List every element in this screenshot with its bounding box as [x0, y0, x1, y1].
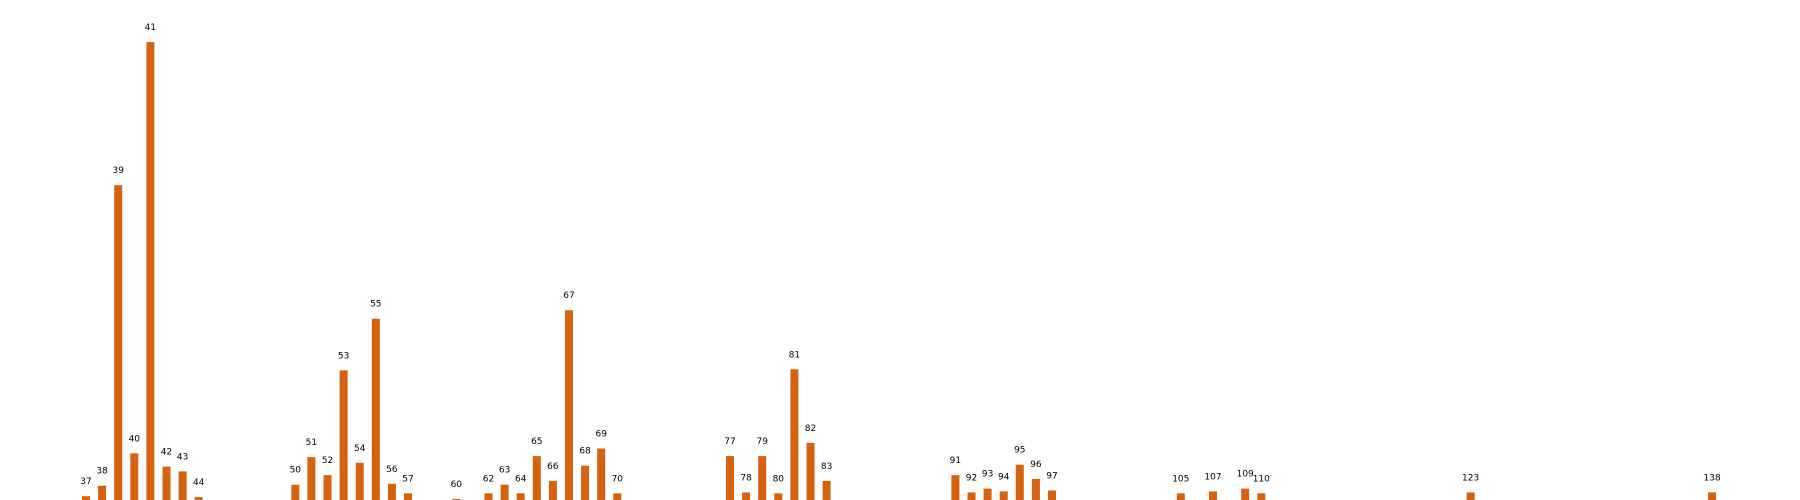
bar-label-83: 83 [821, 462, 832, 472]
bar-67 [565, 310, 573, 500]
bar-80 [774, 493, 783, 500]
bar-43 [178, 471, 187, 500]
bar-label-51: 51 [306, 438, 317, 448]
bar-65 [532, 456, 541, 500]
bar-label-79: 79 [756, 437, 768, 447]
bar-138 [1708, 492, 1717, 500]
bar-label-93: 93 [982, 470, 993, 480]
bar-62 [484, 493, 493, 500]
bar-68 [581, 465, 590, 500]
bar-label-43: 43 [177, 452, 188, 462]
bar-label-65: 65 [531, 437, 542, 447]
bar-54 [355, 462, 364, 500]
bar-label-78: 78 [740, 473, 752, 483]
bar-78 [742, 492, 751, 500]
bar-64 [516, 493, 525, 500]
bar-label-57: 57 [402, 474, 413, 484]
bar-123 [1466, 492, 1475, 500]
bar-label-94: 94 [998, 472, 1010, 482]
bar-label-70: 70 [612, 474, 624, 484]
bar-92 [967, 492, 976, 500]
bar-label-42: 42 [161, 448, 172, 458]
bar-81 [790, 369, 799, 500]
bar-label-92: 92 [966, 473, 977, 483]
bar-39 [114, 185, 123, 500]
bar-77 [726, 456, 734, 500]
bar-label-69: 69 [595, 430, 607, 440]
bars-group [82, 42, 1717, 500]
bar-label-41: 41 [145, 23, 156, 33]
bar-label-54: 54 [354, 444, 366, 454]
bar-label-68: 68 [579, 447, 591, 457]
bar-50 [291, 484, 300, 500]
bar-label-44: 44 [193, 478, 205, 488]
bar-label-80: 80 [773, 474, 785, 484]
bar-42 [162, 466, 171, 500]
bar-70 [613, 493, 622, 500]
bar-label-53: 53 [338, 351, 349, 361]
bar-label-95: 95 [1014, 446, 1025, 456]
bar-label-91: 91 [950, 456, 961, 466]
bar-69 [597, 448, 606, 500]
bar-105 [1176, 493, 1185, 500]
bar-label-52: 52 [322, 456, 333, 466]
bar-40 [130, 453, 139, 500]
bar-label-97: 97 [1046, 472, 1057, 482]
bar-56 [387, 483, 396, 500]
bar-55 [371, 318, 380, 500]
bar-38 [98, 485, 107, 500]
bar-label-40: 40 [129, 434, 141, 444]
bar-41 [146, 42, 155, 500]
bar-110 [1257, 493, 1266, 500]
bar-label-55: 55 [370, 300, 381, 310]
bar-107 [1209, 491, 1217, 500]
bar-label-77: 77 [724, 437, 735, 447]
bar-52 [323, 475, 332, 500]
bar-83 [822, 480, 831, 500]
bar-95 [1015, 464, 1024, 500]
bar-label-105: 105 [1172, 474, 1189, 484]
bar-label-56: 56 [386, 465, 398, 475]
bar-label-138: 138 [1704, 473, 1721, 483]
bar-label-39: 39 [112, 166, 124, 176]
bar-label-62: 62 [483, 474, 494, 484]
bar-label-64: 64 [515, 474, 527, 484]
bar-66 [548, 480, 557, 500]
bar-97 [1048, 490, 1056, 500]
bar-label-82: 82 [805, 424, 816, 434]
bar-44 [194, 497, 203, 500]
bar-label-38: 38 [96, 467, 108, 477]
bar-93 [983, 488, 992, 500]
bar-109 [1241, 488, 1250, 500]
bar-82 [806, 442, 815, 500]
bar-label-60: 60 [451, 480, 463, 490]
bar-label-109: 109 [1237, 470, 1254, 480]
bar-label-96: 96 [1030, 460, 1042, 470]
bar-label-63: 63 [499, 466, 510, 476]
bar-51 [307, 457, 316, 500]
bar-96 [1031, 479, 1040, 500]
bar-label-50: 50 [290, 466, 302, 476]
bar-label-67: 67 [563, 291, 574, 301]
bar-label-81: 81 [789, 350, 800, 360]
bar-label-123: 123 [1462, 473, 1479, 483]
bar-94 [999, 491, 1008, 500]
bar-label-107: 107 [1204, 472, 1221, 482]
bar-53 [339, 370, 348, 500]
bar-label-37: 37 [80, 477, 91, 487]
bar-57 [404, 493, 412, 500]
bar-91 [951, 475, 960, 500]
bar-labels-group: 37 38 39 40 41 42 43 44 50 51 52 53 54 55 56 57 60 62 63 64… [80, 23, 1721, 490]
bar-63 [500, 484, 509, 500]
bar-79 [758, 456, 767, 500]
bar-37 [82, 496, 90, 500]
bar-label-66: 66 [547, 462, 559, 472]
bar-label-110: 110 [1253, 474, 1270, 484]
